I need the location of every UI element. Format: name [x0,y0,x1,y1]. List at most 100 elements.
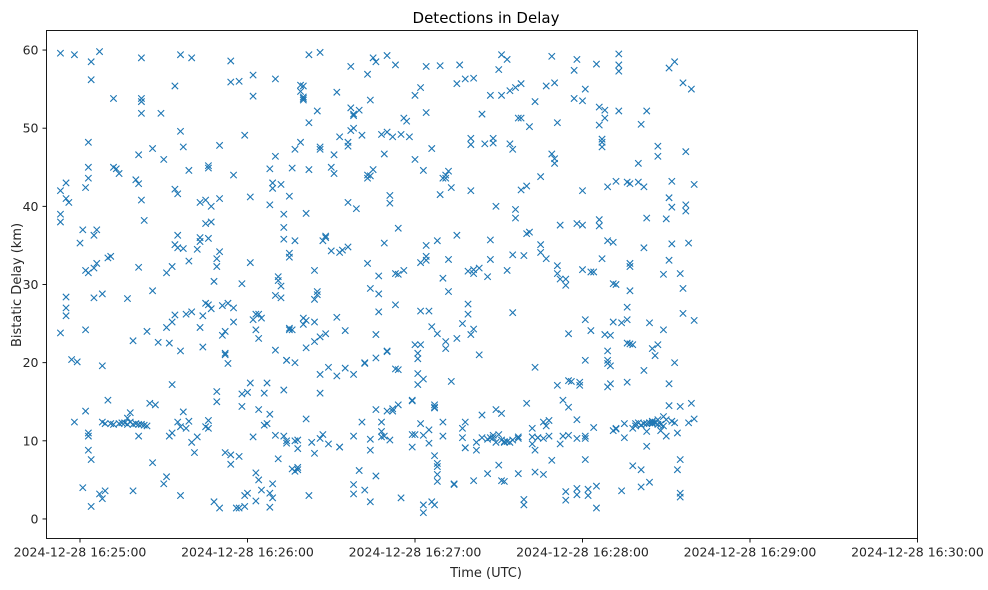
data-point [336,133,344,141]
data-point [433,459,441,468]
data-point [305,166,313,174]
data-point [606,380,615,388]
data-point [285,192,293,200]
data-point [444,287,453,296]
data-point [316,143,324,151]
data-point [682,148,690,156]
data-point [285,326,293,334]
data-point [246,193,254,201]
data-point [416,420,425,428]
data-point [615,61,623,69]
data-points [56,48,698,517]
data-point [84,269,92,277]
data-point [397,494,405,502]
data-point [366,446,374,454]
data-point [288,164,296,172]
data-point [483,470,492,478]
data-point [405,133,414,141]
data-point [313,291,321,299]
data-point [509,309,517,317]
data-point [266,201,274,209]
data-point [204,164,213,172]
data-point [578,97,587,105]
data-point [98,290,106,298]
data-point [207,202,215,210]
data-point [394,224,402,232]
data-point [453,334,461,343]
data-point [430,501,439,509]
x-tick-label: 2024-12-28 16:27:00 [349,545,482,560]
data-point [101,487,109,495]
data-point [654,420,662,428]
data-point [182,310,190,318]
data-point [472,438,481,446]
data-point [333,88,341,96]
data-point [439,432,447,440]
data-point [174,190,182,198]
data-point [419,166,427,174]
data-point [470,74,478,82]
data-point [377,427,386,436]
data-point [419,509,427,517]
data-point [68,355,76,364]
data-point [623,303,631,311]
data-point [419,501,427,509]
data-point [235,77,243,85]
data-point [347,62,355,71]
data-point [285,253,293,261]
data-point [266,503,274,511]
data-point [227,57,235,65]
data-point [548,150,556,158]
data-point [288,326,296,334]
data-point [65,198,73,207]
data-point [294,466,302,474]
data-point [185,257,193,265]
data-point [467,330,475,339]
data-point [447,184,455,192]
y-axis: 0 10 20 30 40 50 60 [23,43,47,526]
data-point [171,311,179,319]
data-point [514,114,522,122]
data-point [506,87,514,95]
y-tick-label: 50 [23,121,39,136]
data-point [545,432,553,440]
data-point [645,478,654,486]
data-point [84,174,92,182]
data-point [305,119,313,127]
data-point [394,270,402,278]
data-point [344,142,352,150]
data-point [319,430,327,439]
data-point [617,319,626,327]
data-point [676,402,684,411]
data-point [620,434,628,442]
data-point [531,363,539,371]
data-point [271,291,280,300]
data-point [277,294,285,302]
data-point [467,141,475,149]
data-point [676,493,684,501]
data-point [676,269,684,278]
data-point [623,316,631,324]
data-point [213,387,221,396]
data-point [361,486,369,494]
data-point [470,266,478,274]
data-point [90,264,98,272]
data-point [313,287,321,296]
data-point [562,281,570,289]
data-point [492,202,500,210]
data-point [453,80,461,88]
data-point [246,259,254,267]
data-point [657,427,665,435]
data-point [101,420,109,428]
data-point [56,218,65,226]
x-axis: 2024-12-28 16:25:00 2024-12-28 16:26:00 20… [14,538,984,560]
data-point [193,433,201,441]
data-point [643,442,651,450]
data-point [372,354,380,362]
data-point [609,318,617,326]
data-point [422,62,430,71]
data-point [422,256,430,264]
data-point [470,325,478,333]
data-point [573,219,581,228]
data-point [509,251,517,259]
